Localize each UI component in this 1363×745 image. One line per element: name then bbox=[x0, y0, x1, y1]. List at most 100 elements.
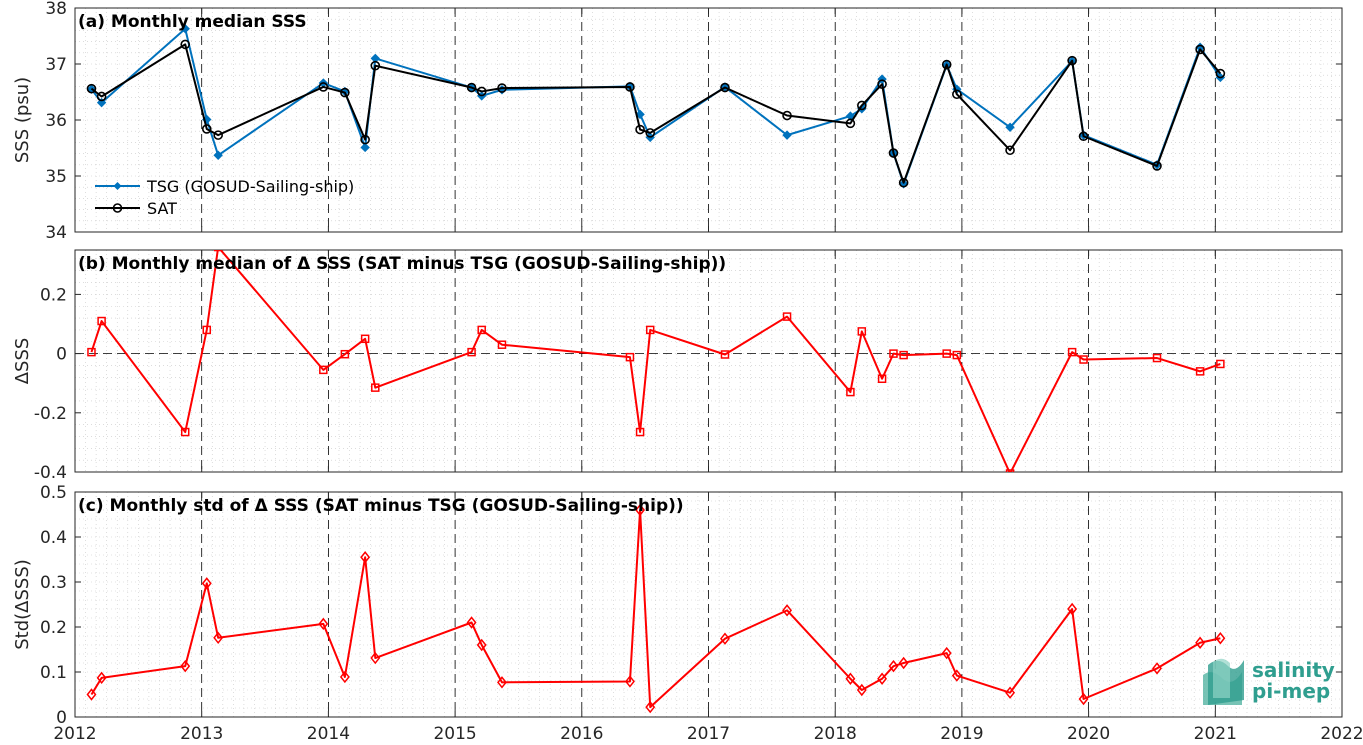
data-point bbox=[625, 82, 635, 92]
x-tick-label: 2019 bbox=[940, 724, 983, 744]
y-tick-label: 38 bbox=[45, 0, 67, 19]
data-point bbox=[845, 118, 856, 129]
data-point bbox=[635, 427, 645, 437]
data-point bbox=[877, 79, 887, 89]
data-point bbox=[466, 82, 477, 93]
data-point bbox=[180, 24, 190, 34]
x-tick-label: 2022 bbox=[1320, 724, 1363, 744]
data-point bbox=[952, 350, 962, 360]
data-point bbox=[360, 551, 371, 564]
data-point bbox=[477, 325, 486, 335]
grid bbox=[75, 250, 1342, 473]
data-point bbox=[1195, 636, 1206, 649]
data-point bbox=[877, 374, 887, 384]
data-point bbox=[720, 82, 730, 93]
logo-wave-icon bbox=[1203, 658, 1244, 705]
data-point bbox=[1216, 359, 1225, 369]
panel-title: (b) Monthly median of Δ SSS (SAT minus T… bbox=[78, 254, 726, 274]
data-point bbox=[888, 148, 899, 158]
data-point bbox=[877, 672, 888, 685]
x-tick-label: 2014 bbox=[307, 724, 350, 744]
data-point bbox=[1152, 662, 1162, 675]
data-point bbox=[180, 427, 190, 437]
series-line bbox=[90, 250, 1221, 472]
data-point bbox=[360, 134, 370, 145]
data-point bbox=[951, 669, 962, 682]
data-point bbox=[201, 577, 212, 590]
data-point bbox=[497, 676, 507, 689]
y-tick-label: -0.4 bbox=[34, 463, 67, 483]
data-point bbox=[720, 632, 730, 645]
x-tick-label: 2018 bbox=[814, 724, 857, 744]
x-tick-label: 2021 bbox=[1194, 724, 1237, 744]
y-axis-label: Std(ΔSSS) bbox=[12, 559, 33, 650]
data-point bbox=[952, 89, 962, 100]
data-point bbox=[476, 638, 487, 652]
series-delta bbox=[87, 250, 1225, 472]
x-tick-label: 2017 bbox=[687, 724, 730, 744]
data-point bbox=[899, 350, 908, 360]
data-point bbox=[625, 352, 635, 362]
panel-a: 34 35 36 37 38 SSS (psu) (a) Monthly median SS… bbox=[12, 0, 1343, 243]
data-point bbox=[371, 383, 380, 392]
data-point bbox=[941, 59, 952, 70]
data-point bbox=[782, 312, 792, 321]
x-tick-label: 2013 bbox=[180, 724, 223, 744]
data-point bbox=[360, 334, 370, 344]
panel-b: -0.4 -0.2 0 0.2 ΔSSS (b) Monthly median of Δ … bbox=[12, 249, 1343, 483]
data-point bbox=[782, 130, 792, 140]
data-point bbox=[1078, 692, 1089, 706]
y-tick-label: 0.5 bbox=[40, 483, 67, 503]
data-point bbox=[1079, 355, 1088, 364]
data-point bbox=[889, 349, 898, 358]
data-point bbox=[86, 688, 97, 701]
y-tick-label: 0.2 bbox=[40, 618, 67, 638]
data-point bbox=[1005, 145, 1015, 156]
legend-marker bbox=[112, 203, 123, 213]
x-tick-labels: 2012 2013 2014 2015 2016 2017 2018 2019 2020 2021… bbox=[53, 724, 1363, 744]
data-point bbox=[201, 124, 212, 134]
data-point bbox=[96, 91, 107, 102]
series-tsg bbox=[86, 24, 1226, 189]
data-point bbox=[97, 316, 106, 326]
data-point bbox=[360, 142, 370, 153]
y-tick-label: 35 bbox=[45, 167, 67, 187]
y-tick-label: 0.2 bbox=[40, 285, 67, 305]
data-point bbox=[1067, 602, 1078, 616]
data-point bbox=[888, 659, 899, 673]
data-point bbox=[624, 675, 635, 688]
data-point bbox=[1078, 131, 1089, 142]
data-point bbox=[202, 325, 212, 335]
data-point bbox=[1067, 55, 1077, 66]
y-axis-label: SSS (psu) bbox=[12, 77, 33, 163]
data-point bbox=[1215, 632, 1226, 645]
data-point bbox=[635, 503, 646, 517]
legend: TSG (GOSUD-Sailing-ship) SAT bbox=[95, 177, 354, 218]
data-point bbox=[339, 670, 350, 684]
y-tick-label: 34 bbox=[45, 223, 67, 243]
data-point bbox=[941, 646, 952, 660]
data-point bbox=[476, 86, 487, 97]
legend-marker bbox=[113, 182, 122, 190]
data-point bbox=[1005, 469, 1015, 472]
data-point bbox=[1195, 44, 1205, 55]
y-tick-label: 37 bbox=[45, 55, 67, 75]
series-delta bbox=[86, 503, 1226, 714]
data-point bbox=[635, 124, 645, 135]
x-tick-label: 2016 bbox=[560, 724, 603, 744]
legend-label: TSG (GOSUD-Sailing-ship) bbox=[146, 177, 354, 196]
data-point bbox=[370, 651, 381, 665]
legend-label: SAT bbox=[147, 199, 177, 218]
data-point bbox=[318, 82, 329, 92]
data-point bbox=[213, 150, 223, 160]
data-point bbox=[1195, 367, 1205, 376]
data-point bbox=[898, 177, 909, 188]
data-point bbox=[645, 128, 656, 138]
y-axis-label: ΔSSS bbox=[12, 338, 33, 385]
data-point bbox=[497, 83, 507, 93]
data-point bbox=[1215, 68, 1226, 79]
data-point bbox=[213, 631, 224, 645]
salinity-pi-mep-logo: salinity pi-mep bbox=[1203, 658, 1335, 705]
data-point bbox=[87, 347, 96, 357]
